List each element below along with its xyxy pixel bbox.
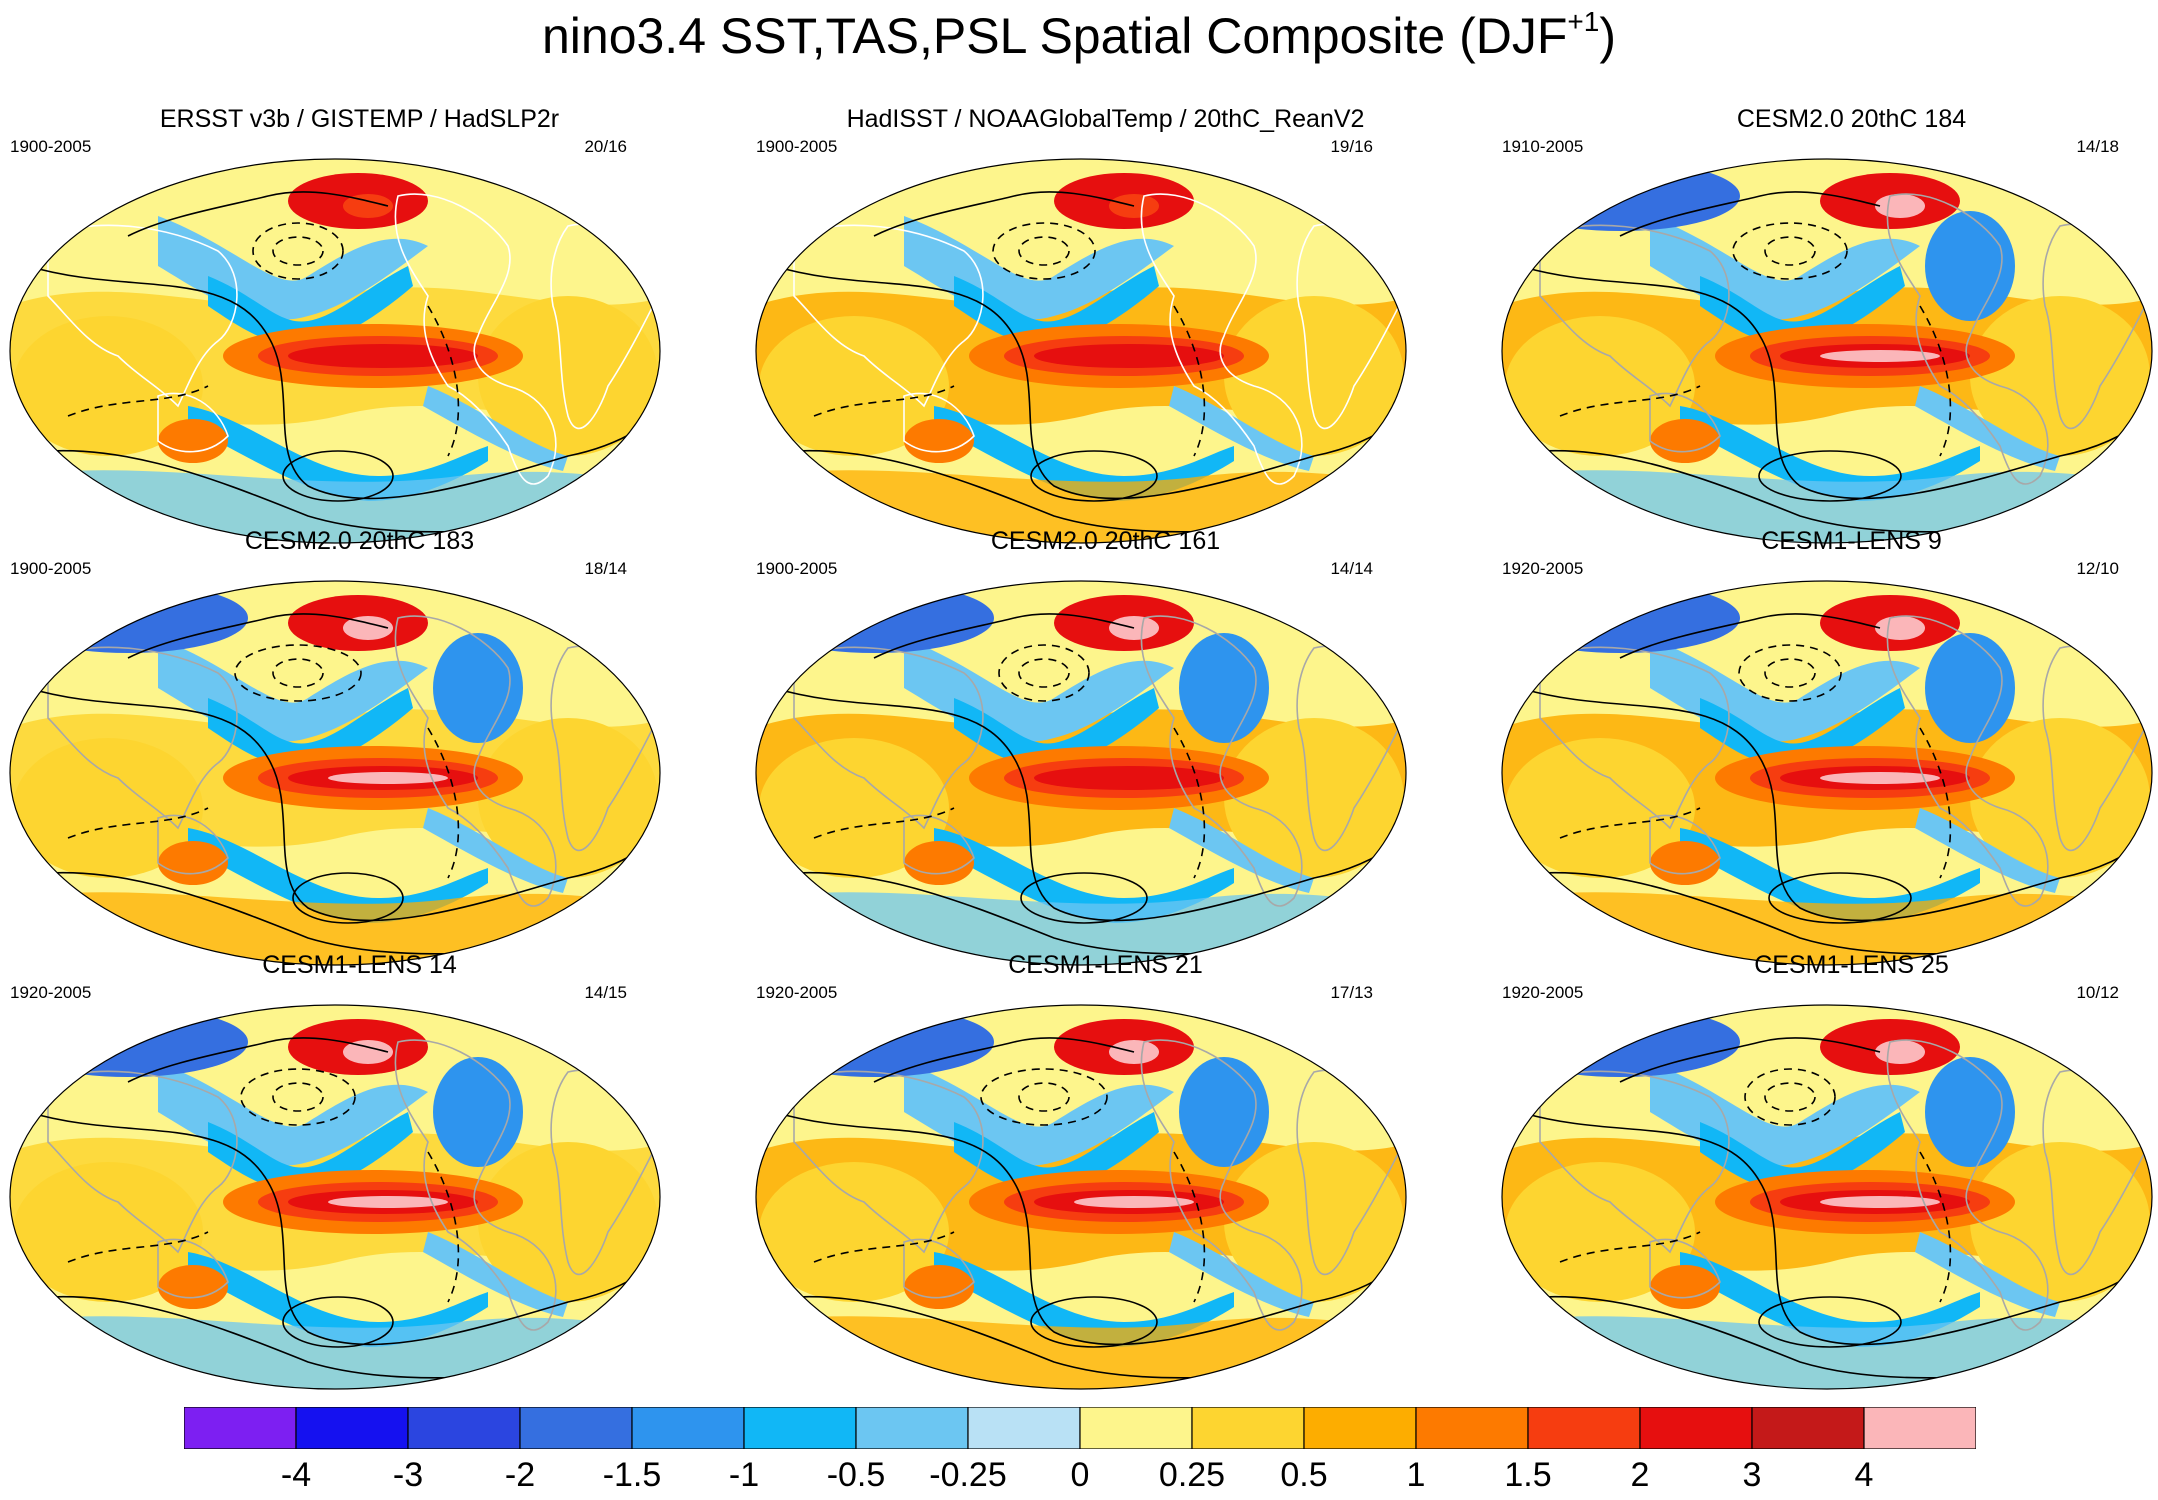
panel-count: 14/18	[2076, 137, 2119, 156]
composite-map	[755, 1004, 1407, 1390]
panel-count: 10/12	[2076, 983, 2119, 1002]
composite-map	[1501, 1004, 2153, 1390]
map-panel: CESM2.0 20thC 161 1900-2005 14/14	[746, 526, 1465, 966]
panel-count: 19/16	[1330, 137, 1373, 156]
panel-period: 1920-2005	[756, 983, 838, 1002]
composite-map	[9, 580, 661, 966]
colorbar-swatch	[1415, 1407, 1529, 1449]
panel-title: CESM2.0 20thC 183	[244, 527, 475, 555]
panel-title: CESM1-LENS 21	[1008, 951, 1203, 979]
panel-period: 1920-2005	[1502, 559, 1584, 578]
panel-period: 1920-2005	[1502, 983, 1584, 1002]
panel-title: CESM1-LENS 9	[1761, 527, 1942, 555]
composite-map	[1501, 580, 2153, 966]
composite-map	[755, 158, 1407, 544]
colorbar-tick-label: -0.25	[929, 1456, 1007, 1494]
colorbar-tick-label: 0.5	[1280, 1456, 1328, 1494]
panel-period: 1910-2005	[1502, 137, 1584, 156]
panel-period: 1920-2005	[10, 983, 92, 1002]
colorbar-tick-label: 4	[1854, 1456, 1874, 1494]
colorbar-tick-label: 2	[1630, 1456, 1650, 1494]
colorbar-tick-label: 0	[1070, 1456, 1090, 1494]
map-panel: CESM1-LENS 25 1920-2005 10/12	[1492, 950, 2158, 1390]
map-panel: CESM1-LENS 14 1920-2005 14/15	[0, 950, 719, 1390]
colorbar-tick-label: 3	[1742, 1456, 1762, 1494]
colorbar-swatch	[855, 1407, 969, 1449]
figure-title: nino3.4 SST,TAS,PSL Spatial Composite (D…	[541, 6, 1617, 65]
colorbar-swatch	[967, 1407, 1081, 1449]
panel-period: 1900-2005	[756, 559, 838, 578]
map-panel: CESM1-LENS 21 1920-2005 17/13	[746, 950, 1465, 1390]
map-field	[1502, 581, 2152, 965]
map-panel: ERSST v3b / GISTEMP / HadSLP2r 1900-2005 2…	[0, 104, 719, 544]
panel-period: 1900-2005	[10, 137, 92, 156]
colorbar-swatch	[1191, 1407, 1305, 1449]
panel-title: CESM1-LENS 25	[1754, 951, 1949, 979]
map-panel: CESM1-LENS 9 1920-2005 12/10	[1492, 526, 2158, 966]
colorbar-swatch	[743, 1407, 857, 1449]
panel-title: ERSST v3b / GISTEMP / HadSLP2r	[159, 105, 560, 133]
colorbar-swatch	[295, 1407, 409, 1449]
colorbar-tick-label: -3	[392, 1456, 424, 1494]
colorbar-tick-label: 0.25	[1158, 1456, 1226, 1494]
panel-count: 18/14	[584, 559, 627, 578]
colorbar-swatch	[1079, 1407, 1193, 1449]
panel-count: 17/13	[1330, 983, 1373, 1002]
composite-map	[1501, 158, 2153, 544]
panel-title: HadISST / NOAAGlobalTemp / 20thC_ReanV2	[846, 105, 1365, 133]
panel-count: 12/10	[2076, 559, 2119, 578]
colorbar-swatch	[1303, 1407, 1417, 1449]
map-panel: CESM2.0 20thC 184 1910-2005 14/18	[1492, 104, 2158, 544]
colorbar-tick-label: 1.5	[1504, 1456, 1552, 1494]
panel-title: CESM1-LENS 14	[262, 951, 457, 979]
colorbar-tick-label: 1	[1406, 1456, 1426, 1494]
colorbar-tick-label: -0.5	[826, 1456, 886, 1494]
colorbar-swatch	[1863, 1407, 1976, 1449]
colorbar-swatch	[1751, 1407, 1865, 1449]
colorbar-swatch	[1639, 1407, 1753, 1449]
colorbar-swatch	[1527, 1407, 1641, 1449]
composite-map	[9, 158, 661, 544]
panel-title: CESM2.0 20thC 184	[1736, 105, 1967, 133]
colorbar-swatch	[184, 1407, 297, 1449]
colorbar-swatch	[631, 1407, 745, 1449]
colorbar-tick-label: -1	[728, 1456, 760, 1494]
panel-period: 1900-2005	[10, 559, 92, 578]
composite-map	[755, 580, 1407, 966]
panel-period: 1900-2005	[756, 137, 838, 156]
map-panel: HadISST / NOAAGlobalTemp / 20thC_ReanV2 1…	[746, 104, 1465, 544]
panel-count: 14/15	[584, 983, 627, 1002]
colorbar-tick-label: -4	[280, 1456, 312, 1494]
colorbar-swatch	[519, 1407, 633, 1449]
colorbar-tick-label: -2	[504, 1456, 536, 1494]
panel-count: 14/14	[1330, 559, 1373, 578]
colorbar	[184, 1407, 1976, 1449]
panel-title: CESM2.0 20thC 161	[990, 527, 1221, 555]
colorbar-swatch	[407, 1407, 521, 1449]
panel-count: 20/16	[584, 137, 627, 156]
colorbar-tick-label: -1.5	[602, 1456, 662, 1494]
colorbar-labels: -4 -3 -2 -1.5 -1 -0.5 -0.25 0 0.25 0.5 1 1.5 2 3 4	[0, 1455, 2158, 1499]
map-field	[1502, 159, 2152, 543]
map-field	[10, 581, 660, 965]
map-panel: CESM2.0 20thC 183 1900-2005 18/14	[0, 526, 719, 966]
composite-map	[9, 1004, 661, 1390]
